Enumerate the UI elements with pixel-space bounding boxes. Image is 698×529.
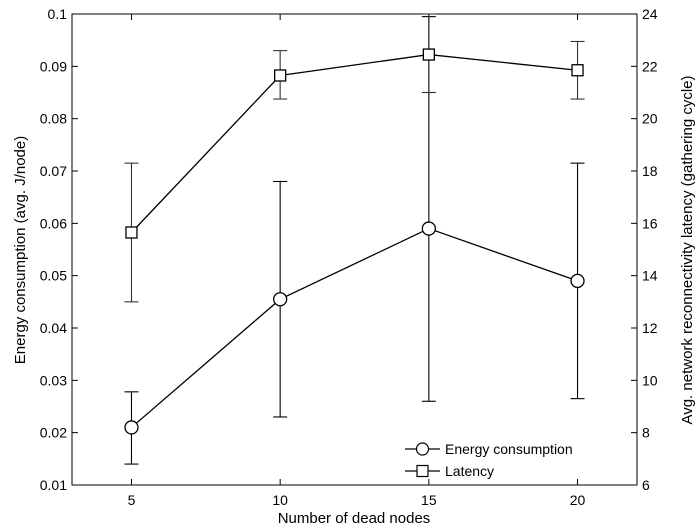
- legend-label-latency: Latency: [445, 463, 494, 479]
- data-point-square: [422, 48, 435, 61]
- y-tick-label: 0.03: [40, 372, 67, 388]
- y2-tick-label: 22: [642, 58, 658, 74]
- x-tick-label: 20: [570, 492, 586, 508]
- y-tick-label: 0.08: [40, 111, 67, 127]
- data-point-square: [571, 64, 584, 77]
- series-latency: [124, 13, 585, 303]
- y-tick-label: 0.06: [40, 215, 67, 231]
- data-point-square: [274, 69, 287, 82]
- data-point-circle: [273, 292, 288, 307]
- y2-tick-label: 10: [642, 372, 658, 388]
- y-tick-label: 0.05: [40, 268, 67, 284]
- y-tick-label: 0.01: [40, 477, 67, 493]
- legend: Energy consumption Latency: [405, 441, 573, 479]
- x-tick-label: 15: [421, 492, 437, 508]
- data-point-circle: [421, 221, 436, 236]
- x-tick-label: 10: [272, 492, 288, 508]
- series-energy: [124, 16, 585, 465]
- data-point-circle: [124, 420, 139, 435]
- legend-label-energy: Energy consumption: [445, 441, 573, 457]
- y2-axis-title: Avg. network reconnectivity latency (gat…: [679, 75, 696, 424]
- y2-tick-label: 16: [642, 215, 658, 231]
- x-axis-ticks: 5 10 15 20: [128, 14, 586, 508]
- left-axis-ticks: 0.01 0.02 0.03 0.04 0.05 0.06 0.07 0.08 0.09 0.1: [40, 6, 78, 493]
- right-axis-ticks: 6 8 10 12 14 16 18 20 22 24: [631, 6, 658, 493]
- y-axis-title: Energy consumption (avg. J/node): [12, 136, 29, 364]
- plot-frame: [71, 13, 638, 486]
- y-tick-label: 0.09: [40, 58, 67, 74]
- y2-tick-label: 14: [642, 268, 658, 284]
- series-line: [131, 227, 578, 428]
- y2-tick-label: 24: [642, 6, 658, 22]
- y2-tick-label: 18: [642, 163, 658, 179]
- y-tick-label: 0.07: [40, 163, 67, 179]
- x-tick-label: 5: [128, 492, 136, 508]
- y-tick-label: 0.1: [48, 6, 68, 22]
- legend-marker-square: [416, 464, 429, 478]
- y2-tick-label: 20: [642, 111, 658, 127]
- y2-tick-label: 12: [642, 320, 658, 336]
- series-line: [131, 53, 578, 233]
- y2-tick-label: 8: [642, 425, 650, 441]
- y2-tick-label: 6: [642, 477, 650, 493]
- x-axis-title: Number of dead nodes: [278, 510, 431, 527]
- y-tick-label: 0.04: [40, 320, 67, 336]
- data-point-circle: [570, 273, 585, 289]
- series-layer: [124, 13, 585, 465]
- y-tick-label: 0.02: [40, 425, 67, 441]
- data-point-square: [125, 226, 138, 239]
- legend-marker-circle: [415, 442, 430, 456]
